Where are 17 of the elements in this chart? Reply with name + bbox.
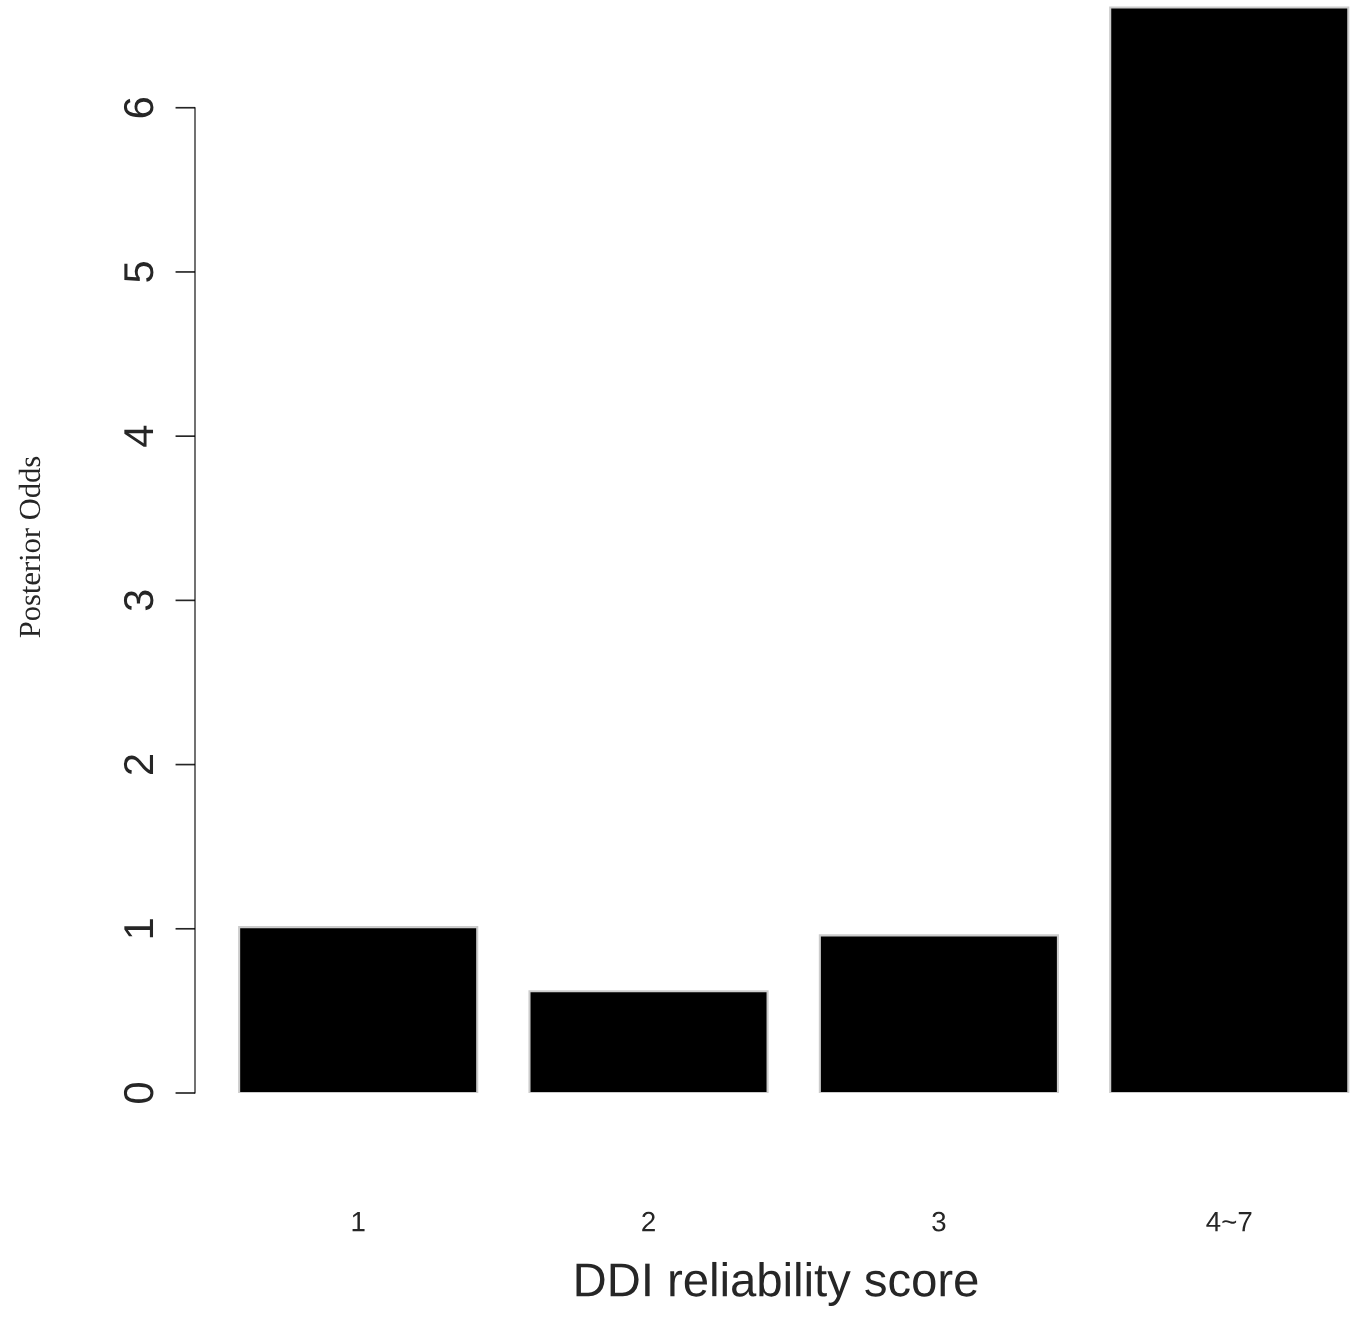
x-tick-label: 3 xyxy=(932,1211,946,1232)
y-tick-label: 6 xyxy=(123,97,154,118)
y-tick-label: 1 xyxy=(124,919,154,938)
y-tick-label: 3 xyxy=(123,590,154,611)
x-tick-label: 1 xyxy=(352,1212,365,1232)
x-tick-label: 2 xyxy=(642,1211,655,1232)
y-tick-label: 2 xyxy=(123,755,154,775)
y-tick-label: 4 xyxy=(124,425,154,447)
bar xyxy=(528,990,769,1093)
bar xyxy=(1109,6,1350,1093)
x-axis-title: DDI reliability score xyxy=(576,1261,978,1306)
bar xyxy=(238,926,479,1093)
y-axis-title: Posterior Odds xyxy=(18,456,41,638)
y-tick-label: 0 xyxy=(123,1083,154,1103)
bar xyxy=(818,934,1059,1093)
x-tick-label: 4~7 xyxy=(1206,1212,1252,1232)
y-tick-label: 5 xyxy=(124,262,154,282)
